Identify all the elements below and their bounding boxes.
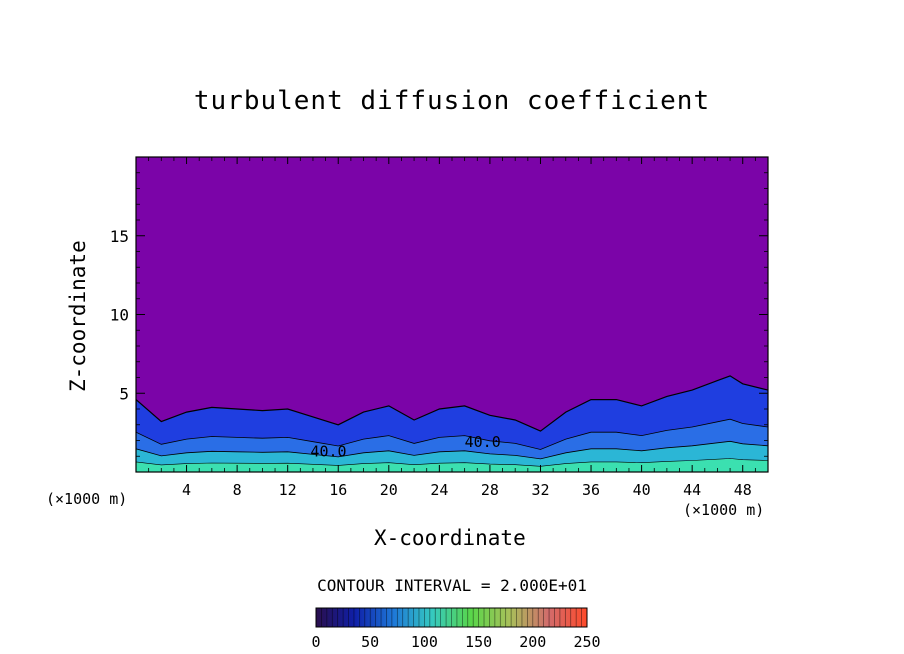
y-tick-label: 10 — [110, 306, 129, 325]
contour-interval-label: CONTOUR INTERVAL = 2.000E+01 — [317, 576, 587, 595]
x-tick-label: 36 — [582, 481, 600, 499]
x-tick-label: 8 — [233, 481, 242, 499]
x-tick-label: 12 — [279, 481, 297, 499]
chart-title: turbulent diffusion coefficient — [193, 86, 711, 116]
x-unit-label-left: (×1000 m) — [46, 490, 128, 508]
x-tick-label: 40 — [633, 481, 651, 499]
contour-label: 40.0 — [465, 433, 501, 451]
colorbar-tick-label: 0 — [311, 633, 320, 651]
surface-layer-region — [136, 458, 768, 472]
colorbar-tick-label: 250 — [573, 633, 600, 651]
x-axis-label: X-coordinate — [374, 526, 526, 550]
x-tick-label: 28 — [481, 481, 499, 499]
x-tick-label: 48 — [734, 481, 752, 499]
x-tick-label: 16 — [329, 481, 347, 499]
x-tick-label: 24 — [430, 481, 448, 499]
colorbar-tick-label: 50 — [361, 633, 379, 651]
colorbar-tick-label: 200 — [519, 633, 546, 651]
y-tick-label: 5 — [119, 384, 129, 403]
x-tick-label: 4 — [182, 481, 191, 499]
x-tick-label: 44 — [683, 481, 701, 499]
x-unit-label-right: (×1000 m) — [683, 501, 765, 519]
x-tick-label: 32 — [531, 481, 549, 499]
colorbar-tick-label: 100 — [411, 633, 438, 651]
colorbar-tick-label: 150 — [465, 633, 492, 651]
x-tick-label: 20 — [380, 481, 398, 499]
contour-label: 40.0 — [310, 442, 346, 460]
y-tick-label: 15 — [110, 227, 129, 246]
